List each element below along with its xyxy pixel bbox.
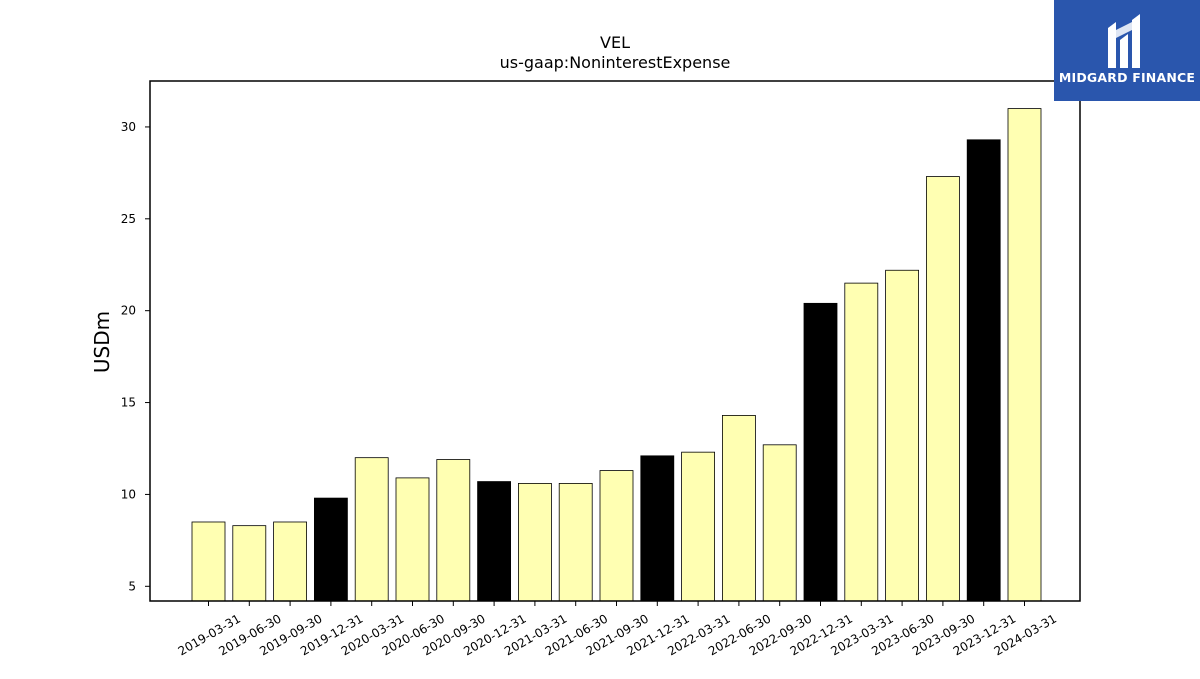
- bar-2023-03-31: [844, 282, 879, 602]
- bar-2022-09-30: [762, 444, 797, 602]
- y-axis-ticks: 5 10 15 20 25 30: [121, 120, 150, 593]
- brand-name: MIDGARD FINANCE: [1058, 70, 1196, 85]
- midgard-m-logo-icon: [1108, 14, 1140, 68]
- chart-title: VEL: [600, 33, 630, 52]
- bar-2023-12-31: [966, 139, 1001, 602]
- y-tick-label: 25: [121, 212, 136, 226]
- x-axis-ticks: 2019-03-312019-06-302019-09-302019-12-31…: [176, 601, 1059, 658]
- bar-2019-03-31: [191, 521, 226, 602]
- bar-2020-09-30: [436, 459, 471, 602]
- bar-2023-09-30: [926, 176, 960, 602]
- bars-group: [191, 108, 1042, 602]
- y-tick-label: 10: [121, 487, 136, 501]
- y-tick-label: 15: [121, 396, 136, 410]
- y-tick-label: 30: [121, 120, 136, 134]
- bar-2024-03-31: [1007, 108, 1042, 602]
- bar-2021-03-31: [518, 483, 552, 602]
- y-tick-label: 20: [121, 304, 136, 318]
- bar-2021-09-30: [599, 470, 634, 602]
- bar-2022-12-31: [803, 302, 838, 602]
- bar-2019-12-31: [313, 497, 348, 602]
- bar-2020-03-31: [354, 457, 389, 602]
- y-tick-label: 5: [128, 579, 136, 593]
- bar-2020-06-30: [395, 477, 430, 602]
- plot-frame: [149, 80, 1081, 602]
- chart-subtitle: us-gaap:NoninterestExpense: [500, 53, 731, 72]
- bar-2022-06-30: [722, 415, 756, 602]
- bar-2019-09-30: [273, 521, 308, 602]
- brand-logo: MIDGARD FINANCE: [1054, 0, 1200, 101]
- bar-2021-12-31: [640, 455, 675, 602]
- bar-2021-06-30: [558, 483, 593, 602]
- y-axis-label: USDm: [90, 311, 114, 373]
- bar-2022-03-31: [681, 451, 715, 602]
- bar-2019-06-30: [232, 525, 267, 602]
- bar-2023-06-30: [885, 269, 919, 602]
- bar-2020-12-31: [477, 481, 512, 602]
